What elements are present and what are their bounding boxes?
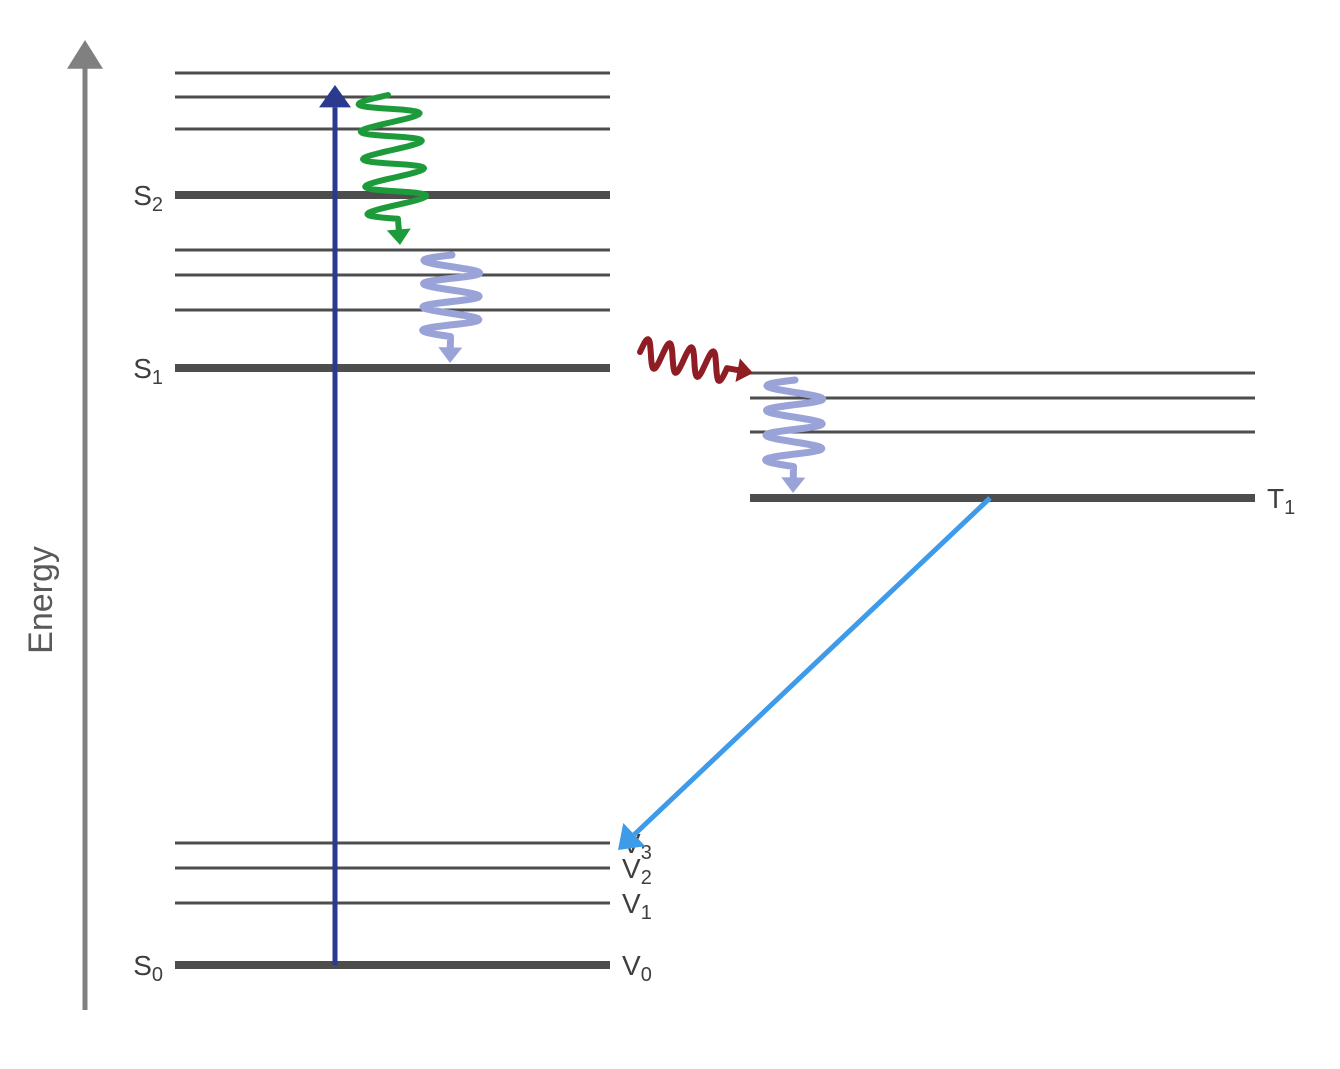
energy-axis-label: Energy [22,546,60,654]
internal-conversion-arrow [359,95,427,229]
label-S0: S0 [133,950,163,986]
intersystem-crossing-arrow [640,339,738,381]
label-T1: T1 [1267,483,1295,519]
internal-conversion-arrow-head [387,228,411,245]
vibrational-relaxation-s1-arrow [423,255,480,347]
label-S2: S2 [133,180,163,216]
energy-axis-arrowhead [67,40,103,69]
label-S1: S1 [133,353,163,389]
intersystem-crossing-arrow-head [735,358,753,382]
jablonski-diagram: S0V0V1V2V3S1S2T1Energy [0,0,1340,1069]
label-V0: V0 [622,950,652,986]
vibrational-relaxation-t1-arrow-head [781,477,805,493]
label-V1: V1 [622,888,652,924]
vibrational-relaxation-s1-arrow-head [438,347,462,363]
vibrational-relaxation-t1-arrow [766,380,823,477]
phosphorescence-arrow [634,498,990,835]
